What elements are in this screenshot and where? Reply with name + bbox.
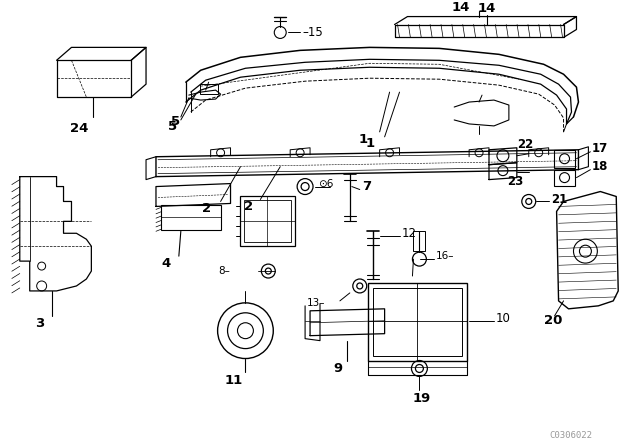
Text: 1: 1 [365,137,374,151]
Text: 18: 18 [591,160,608,173]
Text: ⊙6: ⊙6 [318,179,333,189]
Bar [200,84,218,94]
Text: 8–: 8– [219,266,230,276]
Text: 9: 9 [333,362,342,375]
Text: 23: 23 [507,175,523,188]
Text: 17: 17 [591,142,607,155]
Text: 20: 20 [543,314,562,327]
Text: 3: 3 [35,317,44,330]
Text: 16–: 16– [436,251,455,261]
Text: 1: 1 [358,134,367,146]
Text: 10: 10 [496,312,511,325]
Text: 14: 14 [478,2,496,15]
Text: 5: 5 [172,116,180,129]
Bar [413,231,426,251]
Bar [554,150,575,168]
Text: 12: 12 [401,227,417,240]
Text: C0306022: C0306022 [549,431,592,439]
Text: 14: 14 [452,1,470,14]
Bar [554,170,575,185]
Bar [161,206,221,230]
Text: 24: 24 [70,122,88,135]
Text: 22: 22 [517,138,533,151]
Text: 21: 21 [550,193,567,206]
Text: 4: 4 [161,257,170,270]
Text: 19: 19 [412,392,431,405]
Text: 7: 7 [362,180,371,193]
Bar [241,197,295,246]
Bar [244,200,291,242]
Text: 2: 2 [202,202,211,215]
Bar [368,283,467,361]
Text: 5: 5 [168,121,177,134]
Bar [372,288,462,356]
Text: 13–: 13– [307,298,325,308]
Text: 11: 11 [225,374,243,387]
Text: 2: 2 [244,200,253,213]
Text: –15: –15 [302,26,323,39]
